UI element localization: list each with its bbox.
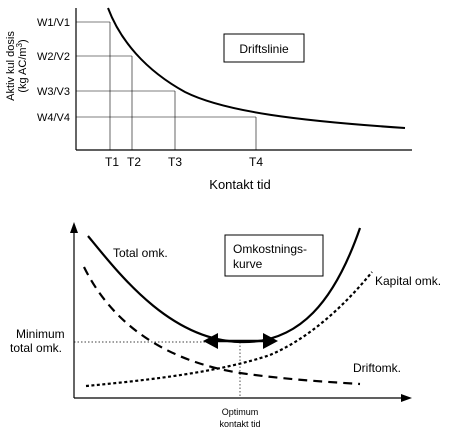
top-y-label: Aktiv kul dosis (kg AC/m3) — [5, 31, 29, 101]
y-label-line2: (kg AC/m3) — [15, 39, 29, 92]
operating-curve — [107, 7, 406, 129]
y-label-line1: Aktiv kul dosis — [5, 31, 17, 101]
x-tick-t4: T4 — [249, 155, 263, 169]
y-axis-arrow-icon — [70, 222, 78, 233]
operating-cost-label: Driftomk. — [353, 361, 401, 375]
optimum-label-line2: kontakt tid — [219, 419, 260, 429]
optimum-label-line1: Optimum — [222, 407, 259, 417]
omkostningskurve-label-line1: Omkostnings- — [233, 242, 307, 256]
driftslinie-label: Driftslinie — [239, 42, 289, 56]
x-tick-t3: T3 — [168, 155, 182, 169]
minimum-label-line2: total omk. — [10, 341, 62, 355]
capital-cost-curve — [85, 271, 373, 388]
y-tick-w4: W4/V4 — [37, 112, 70, 124]
x-tick-t1: T1 — [105, 155, 119, 169]
omkostningskurve-label-line2: kurve — [233, 257, 263, 271]
omkostningskurve-box — [224, 234, 324, 277]
x-axis-arrow-icon — [401, 394, 412, 402]
capital-cost-label: Kapital omk. — [375, 274, 441, 288]
driftslinie-box — [223, 33, 305, 63]
top-x-label: Kontakt tid — [209, 177, 270, 192]
cost-curve-chart: Total omk. Kapital omk. Driftomk. Minimu… — [10, 222, 441, 429]
y-tick-w1: W1/V1 — [37, 17, 70, 29]
operating-cost-curve — [83, 266, 361, 386]
arrow-right-icon — [263, 333, 278, 349]
x-tick-t2: T2 — [127, 155, 141, 169]
y-tick-w2: W2/V2 — [37, 51, 70, 63]
y-tick-w3: W3/V3 — [37, 86, 70, 98]
operating-line-chart: W1/V1 W2/V2 W3/V3 W4/V4 Aktiv kul dosis … — [5, 7, 412, 192]
arrow-left-icon — [203, 333, 218, 349]
minimum-label-line1: Minimum — [16, 327, 65, 341]
total-cost-label: Total omk. — [113, 246, 168, 260]
